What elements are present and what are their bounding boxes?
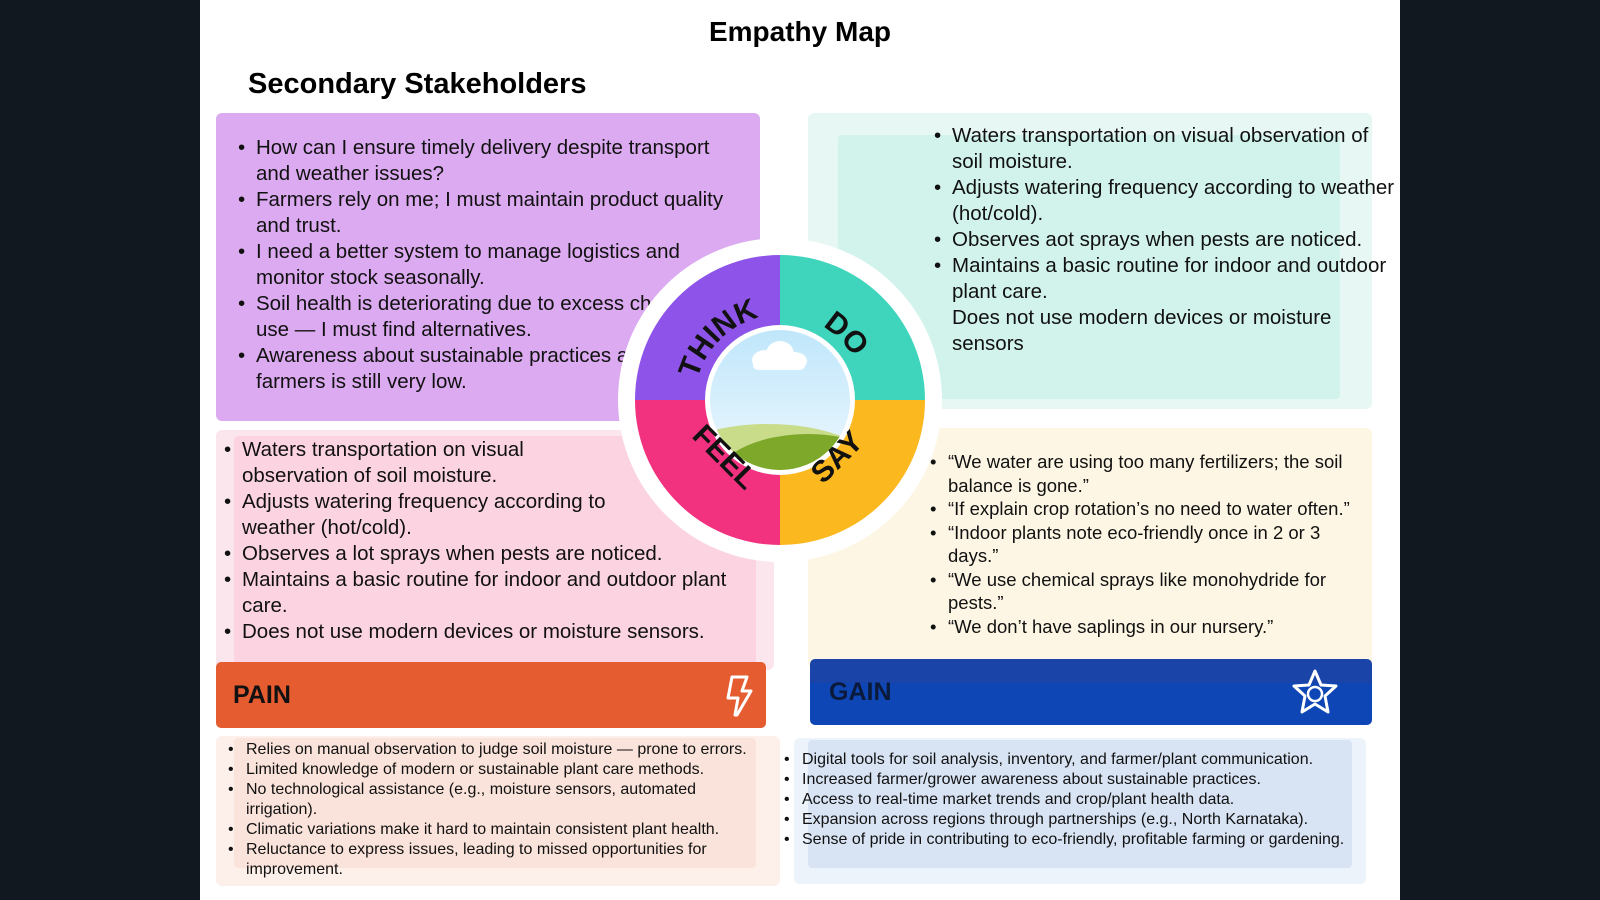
gain-header [810, 659, 1372, 725]
list-item: Adjusts watering frequency according to … [930, 175, 1400, 227]
list-item: Adjusts watering frequency according to … [220, 489, 620, 541]
star-badge-icon [1292, 669, 1338, 714]
section-subtitle: Secondary Stakeholders [248, 68, 587, 100]
pain-label: PAIN [233, 681, 291, 709]
list-item: Maintains a basic routine for indoor and… [220, 567, 760, 619]
list-item: I need a better system to manage logisti… [234, 239, 734, 291]
lightning-hand-icon [726, 675, 753, 717]
empathy-map-slide: Empathy Map Secondary Stakeholders How c… [200, 0, 1400, 900]
list-item: Does not use modern devices or moisture … [220, 619, 760, 645]
gain-list: Digital tools for soil analysis, invento… [780, 750, 1380, 850]
list-item: Farmers rely on me; I must maintain prod… [234, 187, 734, 239]
list-item: “Indoor plants note eco-friendly once in… [926, 521, 1366, 568]
list-item: Soil health is deteriorating due to exce… [234, 291, 734, 343]
gain-label: GAIN [829, 678, 892, 706]
list-item: Waters transportation on visual observat… [930, 123, 1400, 175]
list-item: How can I ensure timely delivery despite… [234, 135, 734, 187]
empathy-wheel: THINK DO FEEL SAY [618, 238, 942, 562]
list-item: Observes a lot sprays when pests are not… [220, 541, 760, 567]
list-item: Access to real-time market trends and cr… [780, 790, 1380, 810]
list-item: Reluctance to express issues, leading to… [224, 840, 744, 880]
list-item: Increased farmer/grower awareness about … [780, 770, 1380, 790]
pain-list: Relies on manual observation to judge so… [224, 740, 780, 880]
list-item: Climatic variations make it hard to main… [224, 820, 780, 840]
list-item: No technological assistance (e.g., moist… [224, 780, 744, 820]
say-list: “We water are using too many fertilizers… [926, 450, 1366, 638]
list-item: Waters transportation on visual observat… [220, 437, 550, 489]
list-item: Observes aot sprays when pests are notic… [930, 227, 1400, 253]
list-item: Expansion across regions through partner… [780, 810, 1380, 830]
list-item: “We don’t have saplings in our nursery.” [926, 615, 1366, 639]
pain-header [216, 662, 766, 728]
feel-list: Waters transportation on visual observat… [220, 437, 760, 645]
do-list: Waters transportation on visual observat… [930, 123, 1400, 357]
list-item: Maintains a basic routine for indoor and… [930, 253, 1400, 305]
list-item: Awareness about sustainable practices am… [234, 343, 734, 395]
list-item: Sense of pride in contributing to eco-fr… [780, 830, 1380, 850]
list-item: Does not use modern devices or moisture … [952, 306, 1332, 355]
list-item: “We water are using too many fertilizers… [926, 450, 1366, 497]
list-item: Limited knowledge of modern or sustainab… [224, 760, 780, 780]
think-list: How can I ensure timely delivery despite… [234, 135, 734, 395]
list-item: Digital tools for soil analysis, invento… [780, 750, 1380, 770]
list-item: “If explain crop rotation’s no need to w… [926, 497, 1366, 521]
list-item: Relies on manual observation to judge so… [224, 740, 780, 760]
list-item: “We use chemical sprays like monohydride… [926, 568, 1366, 615]
page-title: Empathy Map [708, 16, 892, 47]
